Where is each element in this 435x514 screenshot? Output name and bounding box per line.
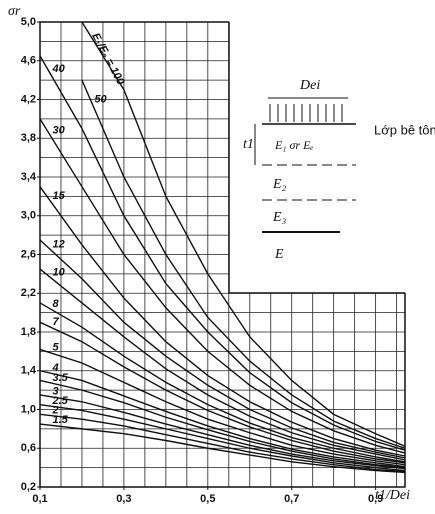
curve [39,348,406,466]
curve [39,239,406,459]
y-tick-label: 1,4 [21,365,37,377]
curve-label: 2.5 [51,395,68,407]
y-tick-label: 1,0 [21,403,36,415]
curve [39,394,406,470]
curve [39,413,406,473]
curve-label: 7 [52,316,59,328]
curve-label: 12 [52,239,64,251]
x-axis-label: t1/Dei [375,488,410,503]
x-tick-label: 0,1 [32,493,47,505]
curve-label: 4 [51,362,58,374]
curve [39,186,406,457]
curve [39,321,406,464]
curve-label: 15 [52,190,65,202]
y-tick-label: 0,2 [21,481,36,493]
x-tick-label: 0,3 [116,493,131,505]
curve-label: 3 [52,386,58,398]
curve [39,403,406,472]
y-tick-label: 1,8 [21,326,36,338]
y-tick-label: 4,2 [21,93,36,105]
inset-note: Lớp bê tông nhựa [374,122,435,137]
inset-border [228,22,405,294]
y-tick-label: 5,0 [21,16,36,28]
y-tick-label: 3,0 [21,210,36,222]
inset: Dei t1 E₁ σr Eₑ E₂ E₃ E Lớp bê tông nhựa [243,78,435,262]
curve [39,302,406,463]
y-tick-label: 3,4 [21,171,37,183]
inset-layer2: E₂ [272,177,287,192]
y-axis-label: σr [8,4,21,19]
x-tick-label: 0,5 [200,493,215,505]
curve-label: 2 [51,404,58,416]
curve-label: 30 [52,125,65,137]
curve [39,423,406,474]
y-tick-label: 2,2 [21,287,36,299]
grid: 0,2 0,6 1,0 1,4 1,8 2,2 2,6 3,0 3,4 3,8 4,2 4,6 5,0 0… [21,0,435,505]
x-tick-label: 0,9 [368,493,383,505]
curve [39,268,406,461]
inset-d: Dei [299,78,320,93]
y-tick-label: 0,6 [21,442,36,454]
inset-t: t1 [243,137,254,152]
curve [39,55,406,451]
curve [39,118,406,454]
curve-label: 10 [52,266,65,278]
x-tick-label: 0,7 [284,493,299,505]
inset-layer1: E₁ σr Eₑ [274,138,314,152]
curve [39,370,406,468]
inset-load [269,104,343,122]
curve-label: 8 [52,298,59,310]
curve-label: 3.5 [52,372,68,384]
curve-label: 50 [94,93,107,105]
curve [81,21,406,447]
y-tick-label: 4,6 [21,55,36,67]
inset-background [229,0,435,293]
curve [81,79,406,449]
curve-label: E₁/Eₑ = 100 [89,31,127,88]
y-tick-label: 2,6 [21,248,36,260]
curve [39,379,406,469]
inset-layer4: E [274,247,284,262]
inset-layer3: E₃ [272,210,287,225]
y-tick-label: 3,8 [21,132,36,144]
curve-label: 40 [51,63,65,75]
curve-label: 1.5 [52,414,68,426]
curve-label: 5 [52,342,59,354]
